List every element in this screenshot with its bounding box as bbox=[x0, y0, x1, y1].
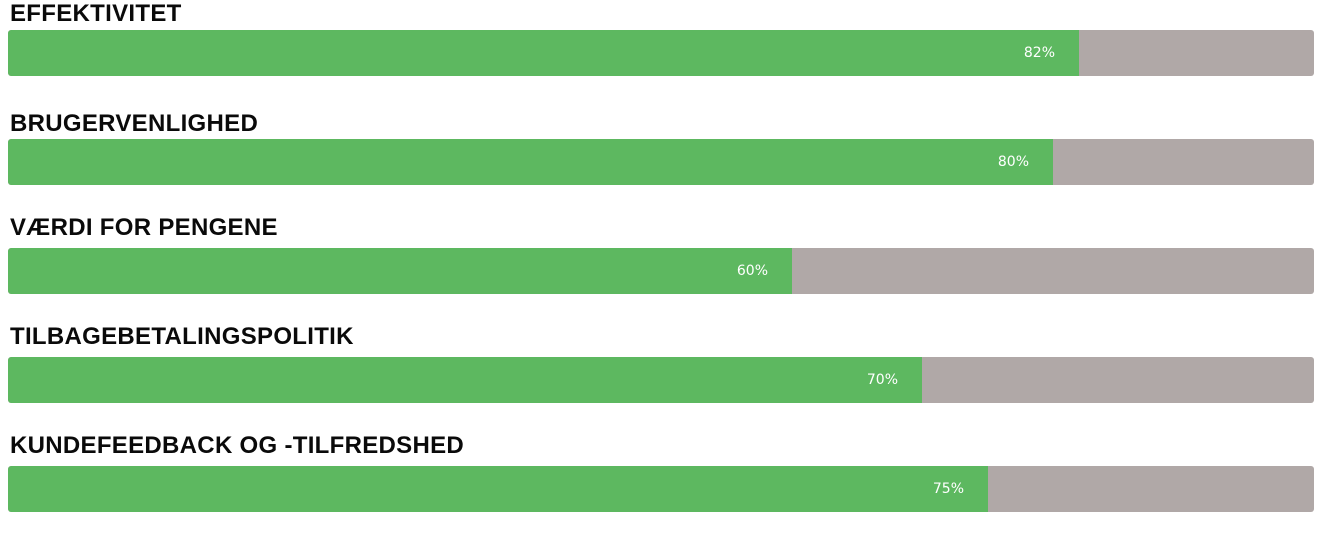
bar-fill bbox=[8, 139, 1053, 185]
bar-value-label: 82% bbox=[1023, 45, 1055, 61]
bar-track: 75% bbox=[8, 466, 1314, 512]
bar-track: 60% bbox=[8, 248, 1314, 294]
bar-track: 80% bbox=[8, 139, 1314, 185]
bar-value-label: 75% bbox=[932, 481, 964, 497]
bar-label: VÆRDI FOR PENGENE bbox=[10, 214, 278, 241]
bar-label: BRUGERVENLIGHED bbox=[10, 110, 259, 137]
bar-label: EFFEKTIVITET bbox=[10, 0, 182, 27]
bar-value-label: 70% bbox=[866, 372, 898, 388]
bar-value-label: 80% bbox=[997, 154, 1029, 170]
bar-label: KUNDEFEEDBACK OG -TILFREDSHED bbox=[10, 432, 465, 459]
bar-value-label: 60% bbox=[736, 263, 768, 279]
bar-label: TILBAGEBETALINGSPOLITIK bbox=[10, 323, 354, 350]
bar-track: 70% bbox=[8, 357, 1314, 403]
bar-fill bbox=[8, 357, 922, 403]
bar-fill bbox=[8, 30, 1079, 76]
bar-fill bbox=[8, 248, 792, 294]
bar-fill bbox=[8, 466, 988, 512]
bar-track: 82% bbox=[8, 30, 1314, 76]
